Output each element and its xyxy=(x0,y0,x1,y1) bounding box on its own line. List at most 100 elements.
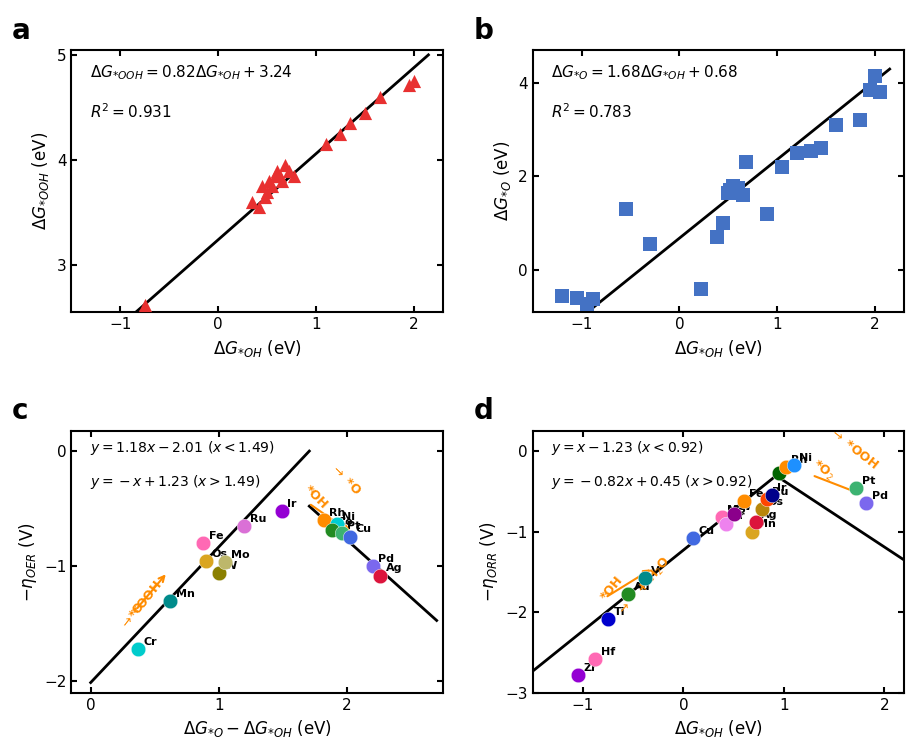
Text: $R^2 = 0.931$: $R^2 = 0.931$ xyxy=(90,102,172,121)
Point xyxy=(638,572,653,584)
Point xyxy=(718,517,733,529)
Text: Au: Au xyxy=(634,582,650,593)
Point xyxy=(333,128,348,140)
Point xyxy=(872,86,887,98)
Text: $\rightarrow$ *OOH: $\rightarrow$ *OOH xyxy=(826,425,880,472)
Text: Ag: Ag xyxy=(386,563,402,574)
Point xyxy=(588,653,602,665)
Point xyxy=(814,142,829,154)
Point xyxy=(569,292,584,304)
Text: Cr: Cr xyxy=(144,637,157,647)
Point xyxy=(554,290,569,302)
Point xyxy=(849,482,864,494)
Point xyxy=(764,489,779,501)
Point xyxy=(372,91,387,104)
Text: Mn: Mn xyxy=(757,519,776,529)
Text: Co: Co xyxy=(337,517,353,528)
Point xyxy=(789,147,804,159)
Point xyxy=(330,518,344,530)
Point xyxy=(730,182,745,194)
Text: Ru: Ru xyxy=(250,514,266,524)
Text: $\Delta G_{*OOH} = 0.82\Delta G_{*OH} + 3.24$: $\Delta G_{*OOH} = 0.82\Delta G_{*OH} + … xyxy=(90,63,293,82)
Y-axis label: $\Delta G_{*OOH}$ (eV): $\Delta G_{*OOH}$ (eV) xyxy=(30,132,52,230)
Point xyxy=(744,525,759,538)
Text: Fe: Fe xyxy=(209,531,224,541)
Point xyxy=(772,467,787,479)
Point xyxy=(343,531,357,543)
Text: $y = 1.18x - 2.01\ (x < 1.49)$: $y = 1.18x - 2.01\ (x < 1.49)$ xyxy=(90,438,274,457)
Text: c: c xyxy=(12,398,29,426)
Point xyxy=(736,495,751,507)
Point xyxy=(858,497,873,510)
Y-axis label: $\Delta G_{*O}$ (eV): $\Delta G_{*O}$ (eV) xyxy=(492,141,513,222)
Text: Cu: Cu xyxy=(699,526,715,536)
Point xyxy=(260,185,274,197)
Point xyxy=(264,180,279,192)
Text: Rh: Rh xyxy=(330,508,345,519)
Point xyxy=(366,560,380,572)
Text: Ag: Ag xyxy=(762,510,777,519)
Point xyxy=(218,556,233,568)
Point xyxy=(716,217,730,229)
Text: Pt: Pt xyxy=(347,521,361,531)
Text: $\Delta G_{*O} = 1.68\Delta G_{*OH} + 0.68$: $\Delta G_{*O} = 1.68\Delta G_{*OH} + 0.… xyxy=(552,63,739,82)
Point xyxy=(262,175,276,187)
Point xyxy=(317,514,332,526)
Point xyxy=(600,612,615,624)
Point xyxy=(281,165,296,177)
Text: W: W xyxy=(225,561,237,572)
Point xyxy=(406,76,421,88)
Text: d: d xyxy=(473,398,493,426)
Point xyxy=(804,144,819,156)
Point xyxy=(324,524,339,536)
Text: $\rightarrow$ *O: $\rightarrow$ *O xyxy=(328,462,364,498)
Point xyxy=(274,175,289,187)
Point xyxy=(726,180,740,192)
Text: Ir: Ir xyxy=(777,483,787,493)
Text: Fe: Fe xyxy=(749,488,764,499)
Point xyxy=(343,117,357,129)
Point xyxy=(251,201,266,213)
Text: W: W xyxy=(740,502,752,512)
Point xyxy=(686,532,701,544)
Point xyxy=(287,170,302,182)
Point xyxy=(196,538,211,550)
Point xyxy=(357,107,372,119)
Point xyxy=(729,187,743,199)
Text: $y = x - 1.23\ (x < 0.92)$: $y = x - 1.23\ (x < 0.92)$ xyxy=(552,438,705,457)
Point xyxy=(760,493,775,505)
Point xyxy=(714,511,729,523)
Point xyxy=(643,238,658,250)
Point xyxy=(570,669,585,681)
Point xyxy=(131,643,146,655)
Point xyxy=(778,461,793,473)
Text: Hf: Hf xyxy=(600,647,615,657)
Point xyxy=(579,298,594,310)
Text: Rh: Rh xyxy=(791,455,808,465)
Point xyxy=(373,569,388,581)
Text: Os: Os xyxy=(212,549,227,559)
Text: *OH: *OH xyxy=(302,483,331,512)
Point xyxy=(754,503,769,515)
Text: Ni: Ni xyxy=(343,512,356,522)
X-axis label: $\Delta G_{*OH}$ (eV): $\Delta G_{*OH}$ (eV) xyxy=(674,718,763,739)
Text: *O: *O xyxy=(126,600,147,621)
Point xyxy=(787,460,801,472)
Y-axis label: $-\eta_{OER}$ (V): $-\eta_{OER}$ (V) xyxy=(17,522,39,602)
Text: Pt: Pt xyxy=(862,476,875,486)
Text: Mn: Mn xyxy=(176,589,194,599)
Point xyxy=(739,156,753,169)
Point xyxy=(163,595,178,607)
Text: Ir: Ir xyxy=(287,499,297,509)
Point xyxy=(863,84,878,96)
Point xyxy=(334,527,349,539)
Text: Cu: Cu xyxy=(356,525,371,534)
Text: Mo: Mo xyxy=(231,550,250,559)
Point xyxy=(723,184,738,197)
Point xyxy=(319,138,333,150)
Text: Pd: Pd xyxy=(379,554,394,564)
Text: Ni: Ni xyxy=(799,454,812,463)
Text: Os: Os xyxy=(767,497,783,507)
Point xyxy=(736,189,751,201)
Text: Cr: Cr xyxy=(731,511,745,522)
